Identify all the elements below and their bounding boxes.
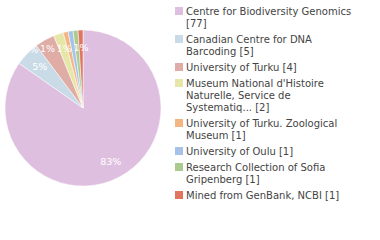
legend-swatch (175, 163, 183, 171)
legend-label: Mined from GenBank, NCBI [1] (186, 190, 339, 201)
legend-swatch (175, 7, 183, 15)
data-label: 5% (32, 61, 47, 72)
legend-label: University of Turku. ZoologicalMuseum [1… (186, 118, 337, 141)
legend: Centre for Biodiversity Genomics[77] Cana… (175, 6, 351, 201)
legend-label: Centre for Biodiversity Genomics[77] (186, 6, 351, 29)
legend-swatch (175, 35, 183, 43)
data-label: 4% (0, 50, 5, 61)
legend-label: Research Collection of SofiaGripenberg [… (186, 162, 325, 185)
data-label: 1% (23, 44, 38, 55)
data-label: 1% (74, 42, 89, 53)
legend-label: University of Turku [4] (186, 62, 297, 73)
legend-swatch (175, 147, 183, 155)
legend-label: Canadian Centre for DNABarcoding [5] (186, 34, 312, 57)
legend-swatch (175, 79, 183, 87)
legend-label: Museum National d'HistoireNaturelle, Ser… (186, 78, 324, 113)
data-label: 83% (100, 156, 121, 167)
data-label: 2% (7, 45, 22, 56)
legend-swatch (175, 119, 183, 127)
data-label: 1% (40, 43, 55, 54)
chart: 1%1%1%1%2%4%5%83%Centre for Biodiversity… (0, 0, 380, 240)
slices (5, 30, 161, 186)
data-label: 1% (57, 43, 72, 54)
legend-swatch (175, 191, 183, 199)
legend-label: University of Oulu [1] (186, 146, 293, 157)
legend-swatch (175, 63, 183, 71)
pie-slice (5, 30, 161, 186)
